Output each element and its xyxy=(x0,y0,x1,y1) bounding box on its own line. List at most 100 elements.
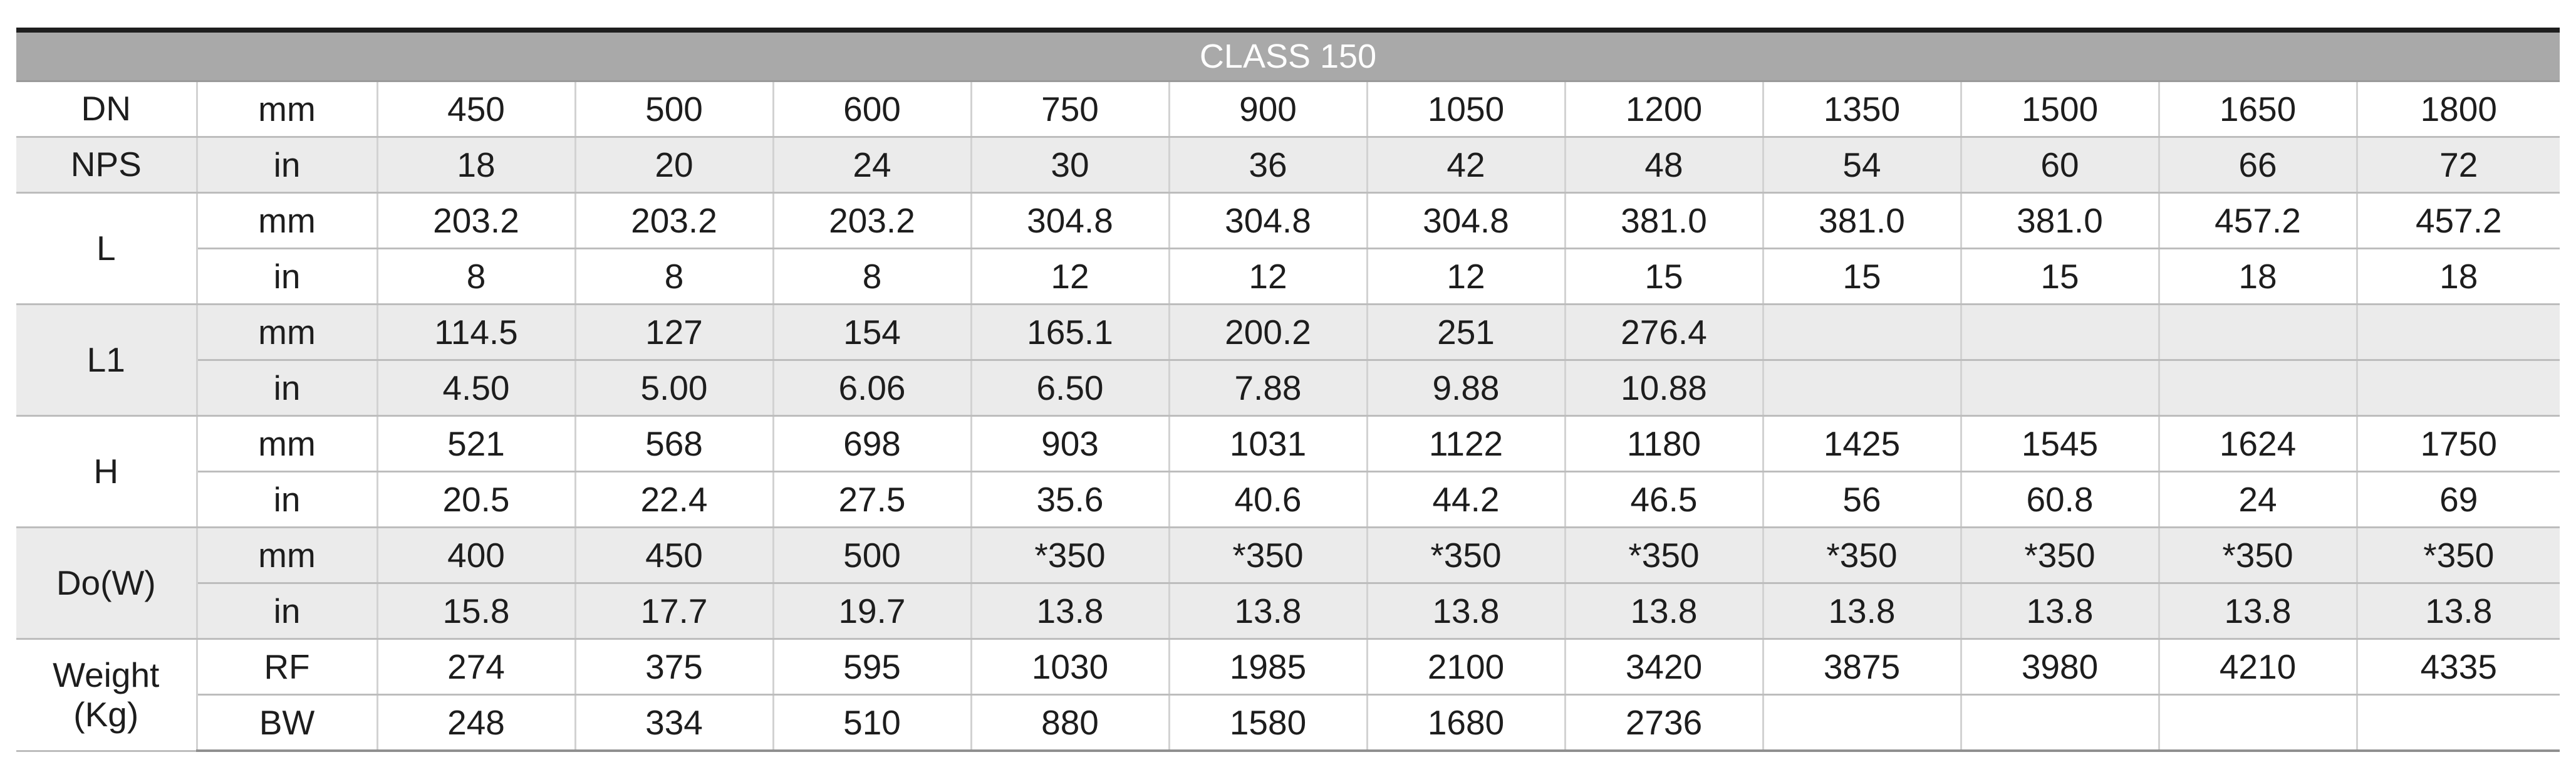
value-cell: 19.7 xyxy=(772,582,972,640)
value-cell: 457.2 xyxy=(2158,192,2358,249)
value-cell: 1180 xyxy=(1564,415,1764,472)
value-cell: 4335 xyxy=(2355,638,2560,696)
value-cell: 5.00 xyxy=(574,359,774,417)
value-cell: 18 xyxy=(376,136,576,194)
value-cell: 1545 xyxy=(1960,415,2160,472)
value-cell: 251 xyxy=(1366,303,1566,361)
unit-cell: RF xyxy=(195,638,378,696)
value-cell: 600 xyxy=(772,80,972,138)
value-cell: 375 xyxy=(574,638,774,696)
value-cell: 40.6 xyxy=(1168,471,1368,528)
value-cell: 1425 xyxy=(1762,415,1962,472)
value-cell: 274 xyxy=(376,638,576,696)
value-cell: 1122 xyxy=(1366,415,1566,472)
value-cell: 4.50 xyxy=(376,359,576,417)
value-cell: 568 xyxy=(574,415,774,472)
unit-cell: mm xyxy=(195,303,378,361)
class-150-spec-table: CLASS 150 DN mm 450 500 600 750 900 1050 1200 135… xyxy=(16,33,2560,752)
value-cell: 69 xyxy=(2355,471,2560,528)
value-cell: 60.8 xyxy=(1960,471,2160,528)
value-cell: 203.2 xyxy=(772,192,972,249)
value-cell: *350 xyxy=(2355,526,2560,584)
value-cell: 8 xyxy=(376,248,576,305)
value-cell: 42 xyxy=(1366,136,1566,194)
value-cell: 13.8 xyxy=(1366,582,1566,640)
unit-cell: in xyxy=(195,136,378,194)
table-row-nps-in: NPS in 18 20 24 30 36 42 48 54 60 66 72 xyxy=(16,136,2560,194)
param-label-l1: L1 xyxy=(16,303,198,417)
value-cell: 24 xyxy=(2158,471,2358,528)
table-row-l1-mm: L1 mm 114.5 127 154 165.1 200.2 251 276.4 xyxy=(16,303,2560,417)
value-cell: 1500 xyxy=(1960,80,2160,138)
table-row-l1-in: in 4.50 5.00 6.06 6.50 7.88 9.88 10.88 xyxy=(16,359,2560,417)
value-cell: 6.06 xyxy=(772,359,972,417)
value-cell: 3420 xyxy=(1564,638,1764,696)
value-cell: 3875 xyxy=(1762,638,1962,696)
value-cell: 1580 xyxy=(1168,694,1368,752)
value-cell: 304.8 xyxy=(1168,192,1368,249)
value-cell: 1031 xyxy=(1168,415,1368,472)
value-cell: 698 xyxy=(772,415,972,472)
value-cell: 450 xyxy=(574,526,774,584)
param-label-weight-kg: Weight (Kg) xyxy=(16,638,198,752)
value-cell: 450 xyxy=(376,80,576,138)
value-cell: 13.8 xyxy=(2158,582,2358,640)
param-label-h: H xyxy=(16,415,198,528)
value-cell: 203.2 xyxy=(376,192,576,249)
value-cell: 6.50 xyxy=(970,359,1170,417)
value-cell: 400 xyxy=(376,526,576,584)
unit-cell: BW xyxy=(197,694,378,752)
value-cell: 500 xyxy=(772,526,972,584)
value-cell: 60 xyxy=(1960,136,2160,194)
unit-cell: mm xyxy=(195,80,378,138)
value-cell: 17.7 xyxy=(574,582,774,640)
value-cell: 9.88 xyxy=(1366,359,1566,417)
param-label-line: L xyxy=(96,228,116,268)
value-cell: 1650 xyxy=(2158,80,2358,138)
value-cell: 521 xyxy=(376,415,576,472)
value-cell: 381.0 xyxy=(1564,192,1764,249)
value-cell: 1800 xyxy=(2355,80,2560,138)
value-cell: 880 xyxy=(970,694,1170,752)
table-row-do-w-in: in 15.8 17.7 19.7 13.8 13.8 13.8 13.8 13.8 13.8 13… xyxy=(16,582,2560,640)
value-cell: 1750 xyxy=(2355,415,2560,472)
value-cell: 13.8 xyxy=(1168,582,1368,640)
value-cell: 276.4 xyxy=(1564,303,1764,361)
value-cell: 750 xyxy=(970,80,1170,138)
class-header-row: CLASS 150 xyxy=(16,33,2560,82)
value-cell: 1200 xyxy=(1564,80,1764,138)
param-label-nps: NPS xyxy=(16,136,198,194)
value-cell: *350 xyxy=(970,526,1170,584)
param-label-l: L xyxy=(16,192,198,305)
unit-cell: in xyxy=(197,359,378,417)
param-label-line: H xyxy=(93,451,119,491)
value-cell: 18 xyxy=(2355,248,2560,305)
value-cell: *350 xyxy=(1366,526,1566,584)
value-cell: 595 xyxy=(772,638,972,696)
value-cell xyxy=(1960,694,2160,752)
value-cell: 3980 xyxy=(1960,638,2160,696)
value-cell: 15 xyxy=(1960,248,2160,305)
value-cell: 10.88 xyxy=(1564,359,1764,417)
value-cell xyxy=(1762,359,1962,417)
value-cell xyxy=(2158,303,2358,361)
value-cell: 36 xyxy=(1168,136,1368,194)
table-row-h-in: in 20.5 22.4 27.5 35.6 40.6 44.2 46.5 56 60.8 24 69 xyxy=(16,471,2560,528)
value-cell: 2736 xyxy=(1564,694,1764,752)
value-cell: 48 xyxy=(1564,136,1764,194)
value-cell: 1985 xyxy=(1168,638,1368,696)
value-cell: 13.8 xyxy=(1564,582,1764,640)
value-cell: 903 xyxy=(970,415,1170,472)
unit-cell: mm xyxy=(195,192,378,249)
param-label-line: (Kg) xyxy=(73,694,139,734)
value-cell xyxy=(1762,303,1962,361)
value-cell: 13.8 xyxy=(1960,582,2160,640)
value-cell: 248 xyxy=(376,694,576,752)
param-label-line: DN xyxy=(81,89,131,128)
value-cell: 510 xyxy=(772,694,972,752)
value-cell: 46.5 xyxy=(1564,471,1764,528)
top-rule xyxy=(16,28,2560,33)
value-cell: 2100 xyxy=(1366,638,1566,696)
value-cell xyxy=(2355,694,2560,752)
